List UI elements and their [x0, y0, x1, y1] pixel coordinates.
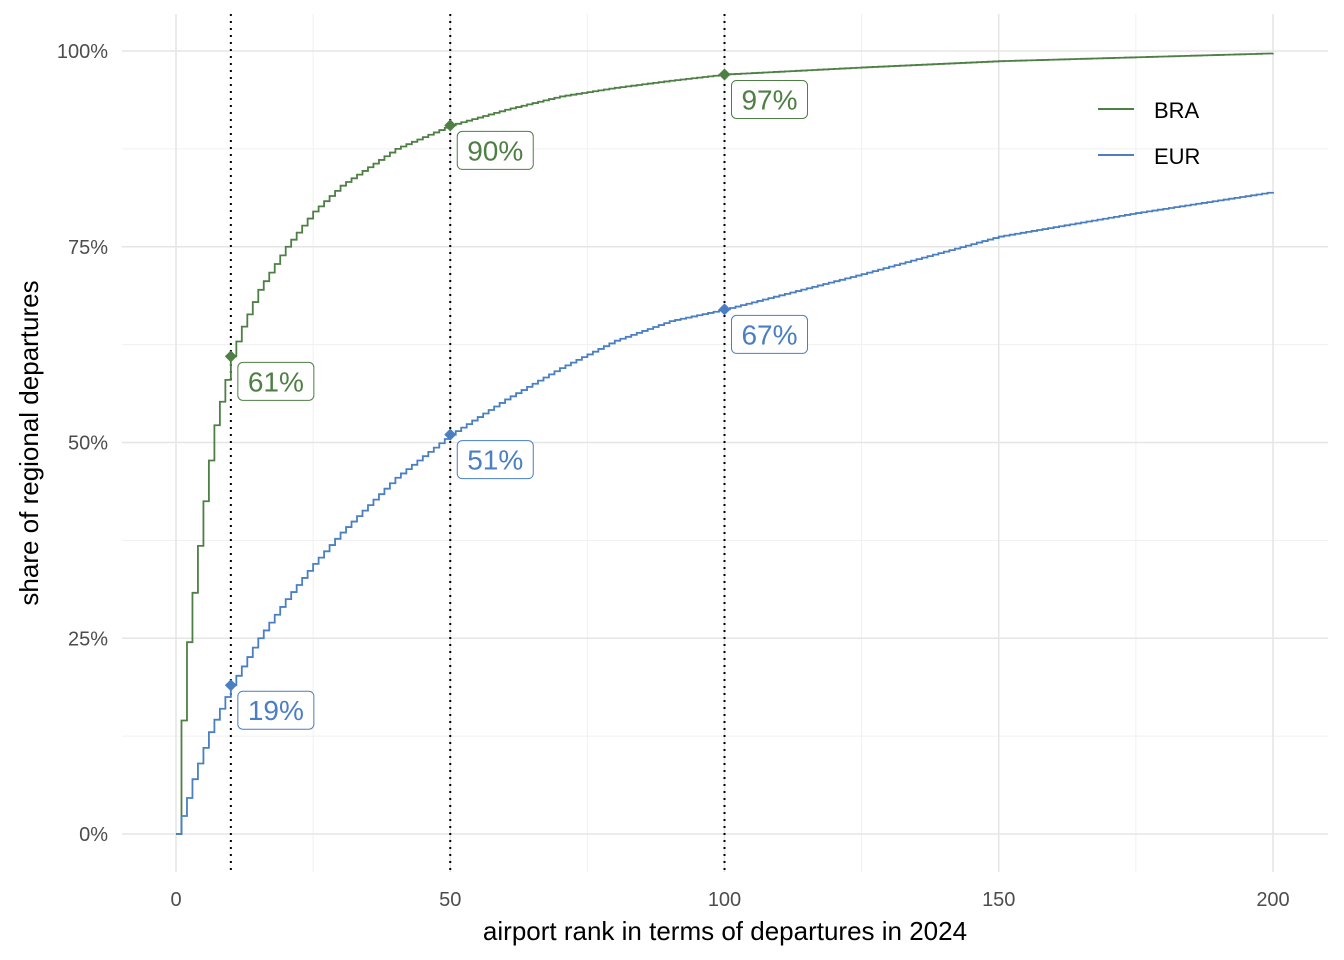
- data-label-box: [237, 690, 315, 730]
- data-label: 90%: [467, 135, 523, 166]
- markers: 61% 90% 97% 19% 51% 67%: [224, 68, 808, 730]
- data-point-marker: [224, 679, 237, 692]
- x-axis-title: airport rank in terms of departures in 2…: [483, 916, 967, 946]
- x-tick-label: 200: [1256, 889, 1289, 911]
- data-label-box: [731, 314, 808, 354]
- data-label: 97%: [741, 84, 797, 115]
- legend: BRA EUR: [1098, 98, 1200, 169]
- data-label-box: [237, 361, 315, 401]
- data-point-marker: [444, 119, 457, 132]
- x-axis-ticks: 0 50 100 150 200: [170, 889, 1289, 911]
- data-point-marker: [718, 68, 731, 81]
- data-label: 61%: [248, 366, 304, 397]
- data-label: 19%: [248, 695, 304, 726]
- reference-lines: [229, 14, 726, 872]
- data-point-marker: [718, 303, 731, 316]
- data-label: 51%: [467, 445, 523, 476]
- legend-label: BRA: [1154, 98, 1200, 123]
- y-tick-label: 50%: [68, 433, 108, 455]
- x-tick-label: 100: [708, 889, 741, 911]
- data-label-box: [456, 440, 534, 480]
- y-tick-label: 25%: [68, 628, 108, 650]
- legend-label: EUR: [1154, 144, 1200, 169]
- data-label-box: [731, 79, 808, 119]
- x-tick-label: 0: [170, 889, 181, 911]
- x-tick-label: 50: [439, 889, 461, 911]
- data-point-marker: [224, 350, 237, 363]
- data-label-box: [456, 130, 534, 170]
- y-axis-ticks: 0% 25% 50% 75% 100%: [57, 41, 108, 846]
- data-label: 67%: [741, 319, 797, 350]
- y-axis-title: share of regional departures: [14, 280, 44, 605]
- x-tick-label: 150: [982, 889, 1015, 911]
- y-tick-label: 75%: [68, 237, 108, 259]
- y-tick-label: 0%: [79, 824, 108, 846]
- y-tick-label: 100%: [57, 41, 108, 63]
- data-point-marker: [444, 428, 457, 441]
